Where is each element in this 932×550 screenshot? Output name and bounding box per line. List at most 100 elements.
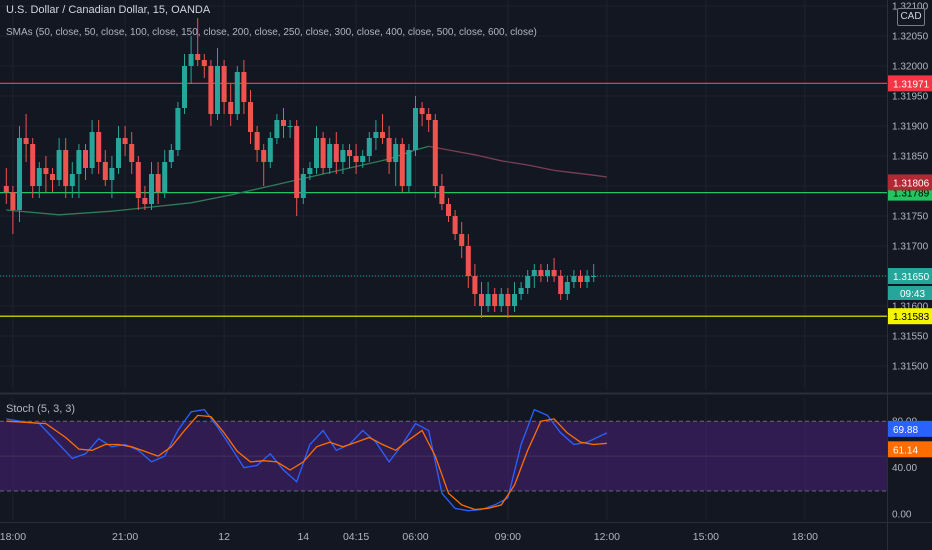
time-tick-label: 15:00 [693,531,719,543]
candle-body [3,186,9,192]
candle [571,270,577,288]
price-tick-label: 1.31500 [892,362,929,373]
candle-body [531,270,537,276]
level-badge-bg [888,75,932,92]
candle [43,156,49,192]
candle [247,90,254,144]
candle [432,114,438,198]
candle-body [419,108,425,114]
candle-body [465,246,471,276]
candle-body [89,132,95,168]
candle [122,126,128,156]
candle [472,264,478,306]
level-badge-text: 1.31971 [893,79,930,90]
candle-body [247,102,254,132]
candle [412,96,419,156]
time-tick-label: 04:15 [343,531,369,543]
candle-body [16,138,23,210]
candle-body [525,276,531,288]
sma-indicator-label: SMAs (50, close, 50, close, 100, close, … [6,27,537,38]
candle [300,168,306,204]
candle [366,132,372,162]
candle-body [333,144,339,162]
candle [518,282,524,300]
candle-body [386,138,392,162]
candle [188,36,194,84]
candle-body [393,144,399,162]
candle [63,138,69,198]
candle-body [201,60,207,66]
candle-body [511,294,518,306]
candle [135,156,141,210]
candle-body [135,162,141,198]
candle-body [452,216,458,234]
candle [379,114,386,144]
time-tick-label: 12 [218,531,230,543]
candle-body [63,150,69,186]
candle-body [406,150,412,186]
candle [531,264,537,288]
candle [459,222,465,258]
candle-body [591,276,597,277]
candle-body [115,138,122,168]
sma-line [428,145,607,178]
time-tick-label: 14 [297,531,309,543]
candle-body [584,276,590,282]
last-price-badge-text: 1.31650 [893,272,930,283]
candle-body [426,114,432,120]
sma-line [6,145,429,216]
candle-body [498,294,504,306]
price-tick-label: 1.31600 [892,302,929,313]
time-tick-label: 12:00 [594,531,620,543]
candle [393,138,399,186]
candle-body [412,108,419,150]
candle [445,198,452,222]
candle [89,120,95,174]
stoch-line [6,414,607,511]
candle [96,120,102,174]
candle [274,114,280,144]
candle [399,138,405,192]
candle [439,174,445,210]
candle-body [254,132,260,150]
stoch-value-badge-text: 69.88 [893,425,918,436]
candle [76,144,82,198]
candle-body [346,150,353,156]
stoch-indicator-label: Stoch (5, 3, 3) [6,403,76,415]
candle-body [43,168,49,174]
candle [168,144,174,168]
candle-body [102,162,108,180]
candle [16,126,23,222]
candle [254,126,260,162]
candle [492,288,498,312]
currency-badge[interactable]: CAD [897,8,925,26]
candle [386,126,392,174]
candle-body [294,126,300,198]
candle [82,144,89,180]
candle-body [538,270,544,276]
candle-body [300,174,306,198]
candle [56,138,62,186]
candle [10,186,16,234]
countdown-badge: 09:43 [888,286,932,300]
candle-body [320,138,326,168]
candle-body [10,192,16,210]
candle [267,132,273,168]
candle [360,150,366,168]
candle-body [307,168,313,174]
candle [327,138,333,174]
candle-body [379,132,386,138]
candle-body [261,150,267,162]
candle [511,282,518,312]
candle [195,18,201,66]
stoch-value-badge-text: 61.14 [893,445,918,456]
candle-body [168,150,174,162]
stoch-value-badge-bg [888,441,932,458]
countdown-text: 09:43 [900,289,925,300]
candle-body [485,294,491,306]
candle-body [267,138,273,162]
time-tick-label: 18:00 [792,531,818,543]
candle [558,270,564,300]
candle [505,288,511,318]
candle [333,132,339,174]
